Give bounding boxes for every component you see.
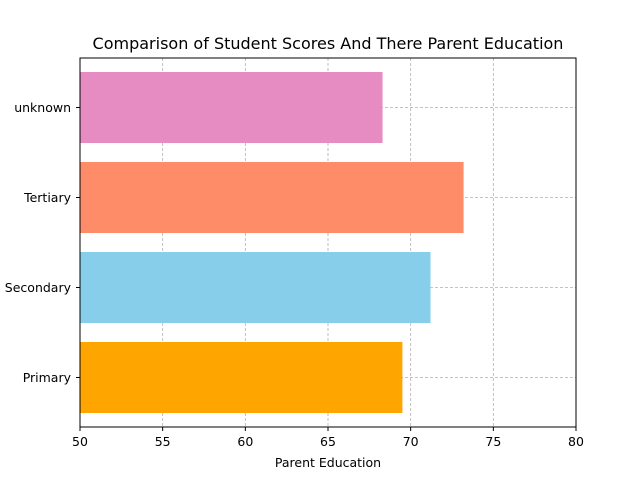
x-tick-label: 80 (568, 434, 584, 449)
x-tick-label: 65 (320, 434, 336, 449)
bar-unknown (80, 72, 383, 143)
x-tick-label: 75 (485, 434, 501, 449)
x-tick-label: 60 (237, 434, 253, 449)
y-tick-label: Primary (23, 370, 72, 385)
y-axis-ticks: Primary Secondary Tertiary unknown (5, 100, 80, 385)
y-tick-label: unknown (14, 100, 71, 115)
x-axis-ticks: 50 55 60 65 70 75 80 (72, 427, 584, 449)
bar-primary (80, 342, 403, 413)
bar-tertiary (80, 162, 464, 233)
plot-frame (79, 57, 577, 428)
x-tick-label: 50 (72, 434, 88, 449)
x-tick-label: 55 (155, 434, 171, 449)
bar-secondary (80, 252, 431, 323)
x-axis-label: Parent Education (275, 455, 381, 470)
chart-title: Comparison of Student Scores And There P… (93, 34, 564, 53)
y-tick-label: Secondary (5, 280, 72, 295)
bars (80, 72, 464, 413)
x-tick-label: 70 (403, 434, 419, 449)
y-tick-label: Tertiary (23, 190, 72, 205)
